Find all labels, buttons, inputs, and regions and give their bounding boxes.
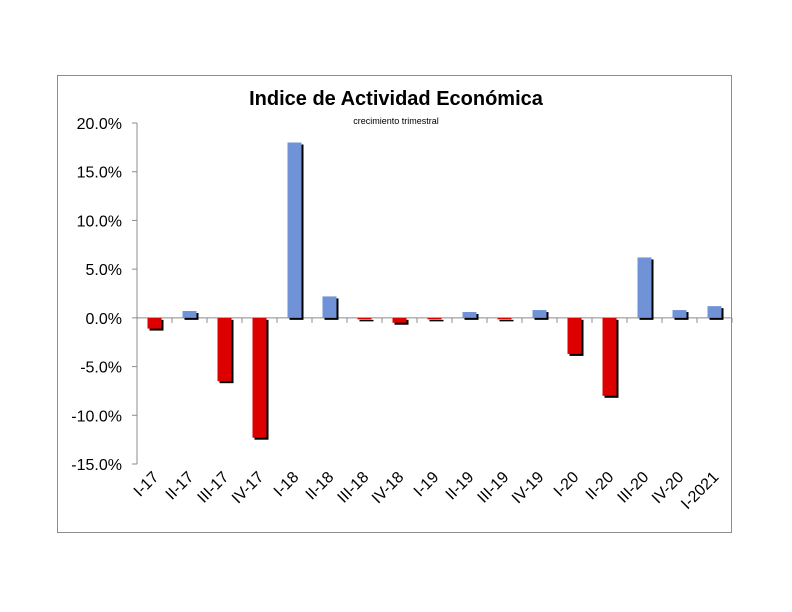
- bar-IV-17: [252, 317, 267, 438]
- bar-IV-18: [392, 317, 407, 323]
- x-tick-label: II-18: [303, 469, 338, 504]
- x-tick-label: I-2021: [678, 469, 722, 513]
- x-tick-label: II-19: [443, 469, 478, 504]
- chart-title: Indice de Actividad Económica: [249, 88, 543, 110]
- x-tick-label: III-19: [475, 469, 513, 507]
- y-tick-label: -15.0%: [71, 457, 122, 474]
- x-tick-label: I-20: [551, 469, 583, 501]
- bar-III-17: [217, 317, 232, 382]
- bar-III-18: [357, 317, 372, 320]
- y-tick-label: 10.0%: [77, 213, 122, 230]
- y-tick-label: -10.0%: [71, 408, 122, 425]
- y-tick-label: 20.0%: [77, 116, 122, 133]
- x-tick-label: IV-17: [229, 469, 268, 508]
- bar-I-2021: [707, 306, 722, 318]
- x-tick-label: I-17: [131, 469, 163, 501]
- chart-frame: [57, 75, 732, 533]
- bar-III-19: [497, 317, 512, 320]
- x-tick-label: IV-19: [509, 469, 548, 508]
- bar-shadow: [359, 319, 374, 322]
- bar-II-17: [182, 311, 197, 318]
- x-tick-label: III-17: [195, 469, 233, 507]
- x-tick-label: II-17: [163, 469, 198, 504]
- y-tick-label: 15.0%: [77, 165, 122, 182]
- y-tick-label: -5.0%: [80, 360, 122, 377]
- y-tick-label: 0.0%: [86, 311, 122, 328]
- bar-II-18: [322, 296, 337, 318]
- y-tick-label: 5.0%: [86, 262, 122, 279]
- bar-I-17: [147, 317, 162, 329]
- bar-shadow: [499, 319, 514, 322]
- x-tick-label: I-19: [411, 469, 443, 501]
- bar-shadow: [429, 319, 444, 322]
- bar-I-20: [567, 317, 582, 354]
- x-tick-label: I-18: [271, 469, 303, 501]
- bar-IV-20: [672, 310, 687, 318]
- x-tick-label: III-18: [335, 469, 373, 507]
- bar-II-19: [462, 312, 477, 318]
- bar-I-18: [287, 142, 302, 318]
- chart-subtitle: crecimiento trimestral: [353, 116, 439, 126]
- bar-IV-19: [532, 310, 547, 318]
- x-tick-label: II-20: [583, 469, 618, 504]
- x-tick-label: III-20: [615, 469, 653, 507]
- bar-I-19: [427, 317, 442, 320]
- bar-II-20: [602, 317, 617, 396]
- x-tick-label: IV-18: [369, 469, 408, 508]
- bar-III-20: [637, 257, 652, 318]
